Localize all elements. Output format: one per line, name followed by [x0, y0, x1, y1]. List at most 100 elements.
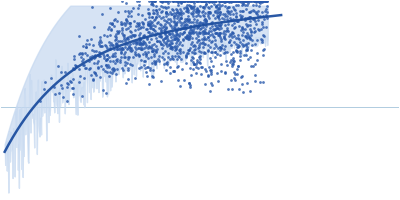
Point: [177, 20, 184, 23]
Point: [148, 46, 154, 49]
Point: [198, 72, 204, 75]
Point: [123, 19, 129, 22]
Point: [104, 53, 110, 56]
Point: [173, 23, 179, 26]
Point: [208, 29, 214, 33]
Point: [191, 63, 197, 66]
Point: [158, 26, 164, 30]
Point: [149, 50, 156, 53]
Point: [83, 42, 90, 45]
Point: [264, 10, 270, 13]
Point: [82, 46, 89, 49]
Point: [79, 51, 85, 54]
Point: [127, 49, 134, 52]
Point: [235, 3, 242, 6]
Point: [212, 5, 219, 8]
Point: [51, 85, 58, 88]
Point: [216, 27, 222, 31]
Point: [76, 35, 82, 38]
Point: [244, 24, 250, 28]
Point: [92, 71, 98, 74]
Point: [77, 55, 84, 59]
Point: [248, 48, 255, 52]
Point: [58, 70, 64, 73]
Point: [247, 24, 253, 27]
Point: [196, 30, 202, 33]
Point: [106, 65, 112, 68]
Point: [264, 17, 270, 20]
Point: [128, 10, 134, 13]
Point: [153, 5, 159, 8]
Point: [183, 26, 189, 29]
Point: [258, 0, 264, 2]
Point: [251, 0, 258, 2]
Point: [254, 0, 260, 2]
Point: [236, 87, 242, 90]
Point: [108, 55, 115, 58]
Point: [212, 27, 218, 30]
Point: [254, 0, 260, 2]
Point: [236, 13, 243, 16]
Point: [250, 65, 256, 68]
Point: [175, 55, 181, 58]
Point: [194, 58, 201, 61]
Point: [191, 18, 198, 21]
Point: [254, 38, 260, 42]
Point: [197, 21, 204, 24]
Point: [213, 24, 220, 27]
Point: [214, 4, 220, 7]
Point: [143, 37, 150, 40]
Point: [186, 20, 193, 23]
Point: [230, 32, 236, 35]
Point: [251, 0, 257, 2]
Point: [192, 0, 199, 2]
Point: [118, 49, 124, 52]
Point: [179, 32, 185, 35]
Point: [243, 53, 249, 56]
Point: [82, 51, 88, 55]
Point: [109, 22, 116, 26]
Point: [216, 31, 222, 35]
Point: [130, 41, 136, 44]
Point: [207, 46, 214, 49]
Point: [237, 9, 244, 12]
Point: [174, 11, 180, 14]
Point: [72, 63, 78, 66]
Point: [233, 12, 240, 15]
Point: [99, 44, 105, 48]
Point: [234, 19, 241, 23]
Point: [138, 58, 145, 62]
Point: [228, 0, 234, 2]
Point: [196, 31, 202, 34]
Point: [209, 0, 215, 2]
Point: [224, 88, 231, 91]
Point: [196, 0, 203, 2]
Point: [90, 77, 96, 80]
Point: [112, 73, 119, 76]
Point: [108, 22, 115, 26]
Point: [206, 17, 213, 20]
Point: [197, 20, 204, 23]
Point: [186, 31, 193, 34]
Point: [136, 24, 142, 27]
Point: [143, 27, 150, 30]
Point: [158, 29, 164, 32]
Point: [224, 0, 230, 2]
Point: [236, 0, 242, 2]
Point: [125, 46, 132, 49]
Point: [193, 31, 200, 34]
Point: [114, 48, 120, 51]
Point: [166, 71, 173, 75]
Point: [120, 38, 127, 41]
Point: [96, 54, 103, 57]
Point: [166, 22, 172, 25]
Point: [231, 8, 237, 11]
Point: [138, 26, 145, 29]
Point: [232, 0, 238, 3]
Point: [209, 32, 215, 35]
Point: [214, 27, 220, 30]
Point: [67, 80, 73, 83]
Point: [125, 69, 132, 72]
Point: [144, 36, 150, 39]
Point: [218, 47, 225, 50]
